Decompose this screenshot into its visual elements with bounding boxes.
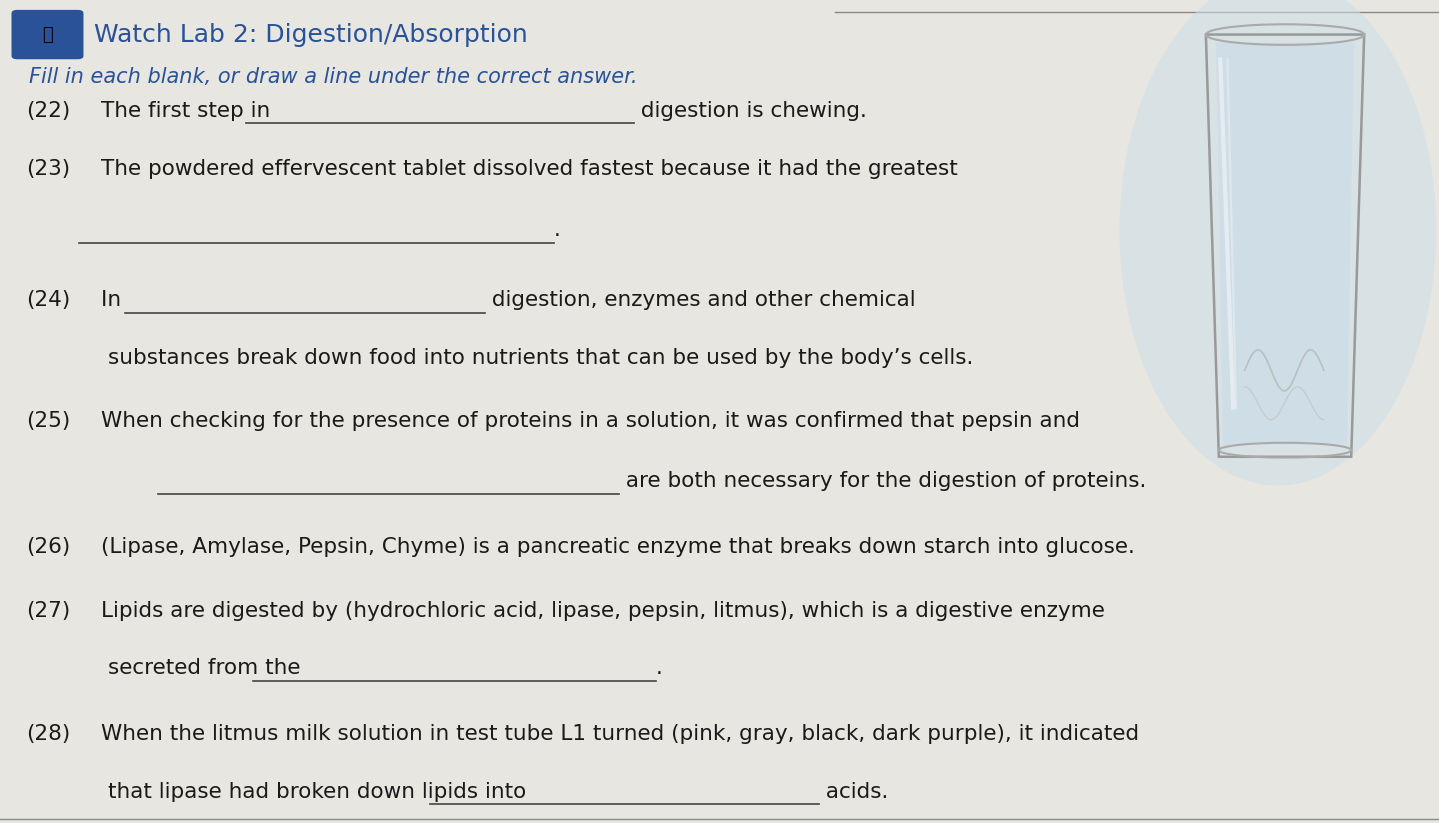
Text: secreted from the: secreted from the [108, 658, 308, 678]
Text: (25): (25) [26, 412, 71, 431]
Text: In: In [101, 291, 128, 310]
Ellipse shape [1120, 0, 1436, 486]
Text: Fill in each blank, or draw a line under the correct answer.: Fill in each blank, or draw a line under… [29, 67, 637, 87]
Text: acids.: acids. [819, 782, 888, 802]
Text: (23): (23) [26, 159, 71, 179]
Text: Lipids are digested by (hydrochloric acid, lipase, pepsin, litmus), which is a d: Lipids are digested by (hydrochloric aci… [101, 601, 1105, 621]
Text: (27): (27) [26, 601, 71, 621]
Text: The first step in: The first step in [101, 101, 276, 121]
Text: substances break down food into nutrients that can be used by the body’s cells.: substances break down food into nutrient… [108, 348, 973, 368]
Text: Watch Lab 2: Digestion/Absorption: Watch Lab 2: Digestion/Absorption [94, 22, 527, 47]
Text: When the litmus milk solution in test tube L1 turned (pink, gray, black, dark pu: When the litmus milk solution in test tu… [101, 724, 1138, 744]
Text: (24): (24) [26, 291, 71, 310]
Text: (28): (28) [26, 724, 71, 744]
Text: 🔬: 🔬 [42, 26, 53, 44]
Text: When checking for the presence of proteins in a solution, it was confirmed that : When checking for the presence of protei… [101, 412, 1079, 431]
Text: digestion is chewing.: digestion is chewing. [635, 101, 868, 121]
Text: (26): (26) [26, 537, 71, 557]
Text: (Lipase, Amylase, Pepsin, Chyme) is a pancreatic enzyme that breaks down starch : (Lipase, Amylase, Pepsin, Chyme) is a pa… [101, 537, 1134, 557]
Polygon shape [1216, 43, 1354, 444]
Text: (22): (22) [26, 101, 71, 121]
Text: The powdered effervescent tablet dissolved fastest because it had the greatest: The powdered effervescent tablet dissolv… [101, 159, 957, 179]
Text: .: . [656, 658, 663, 678]
Text: .: . [554, 221, 561, 240]
Text: are both necessary for the digestion of proteins.: are both necessary for the digestion of … [619, 472, 1145, 491]
Text: digestion, enzymes and other chemical: digestion, enzymes and other chemical [485, 291, 915, 310]
FancyBboxPatch shape [12, 10, 83, 59]
Text: that lipase had broken down lipids into: that lipase had broken down lipids into [108, 782, 532, 802]
